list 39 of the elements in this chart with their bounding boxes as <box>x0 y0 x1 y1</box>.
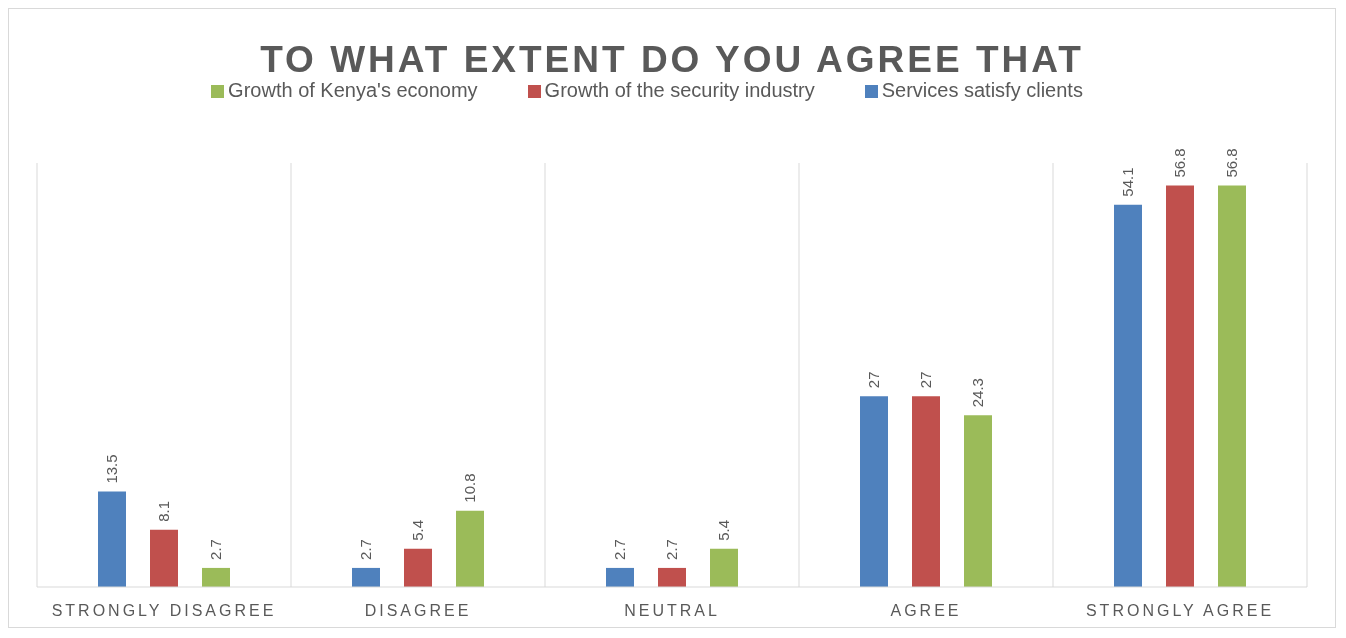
bar <box>1218 185 1246 587</box>
legend-label: Growth of Kenya's economy <box>228 79 478 101</box>
x-tick-label: DISAGREE <box>364 602 472 620</box>
data-label: 54.1 <box>1119 167 1137 197</box>
bar <box>352 567 380 587</box>
data-label: 27 <box>917 371 935 389</box>
bar <box>98 491 126 587</box>
legend-label: Services satisfy clients <box>881 79 1083 101</box>
data-label: 24.3 <box>969 378 987 408</box>
bar <box>710 548 738 587</box>
data-label: 56.8 <box>1171 148 1189 178</box>
data-label: 27 <box>865 371 883 389</box>
bar <box>912 396 940 587</box>
chart-title: TO WHAT EXTENT DO YOU AGREE THAT <box>259 38 1085 80</box>
data-label: 2.7 <box>611 539 629 560</box>
bar <box>202 567 230 587</box>
data-label: 8.1 <box>155 500 173 522</box>
x-tick-label: AGREE <box>890 602 962 620</box>
data-label: 10.8 <box>461 473 479 503</box>
x-tick-label: NEUTRAL <box>624 602 720 620</box>
x-tick-label: STRONGLY AGREE <box>1085 602 1275 620</box>
bar <box>1166 185 1194 587</box>
data-label: 56.8 <box>1223 148 1241 178</box>
data-label: 5.4 <box>715 519 733 541</box>
data-label: 2.7 <box>663 539 681 560</box>
x-tick-label: STRONGLY DISAGREE <box>51 602 277 620</box>
bar <box>404 548 432 587</box>
bar <box>150 529 178 587</box>
bar <box>1114 204 1142 587</box>
data-label: 2.7 <box>207 539 225 560</box>
data-label: 2.7 <box>357 539 375 560</box>
legend-label: Growth of the security industry <box>544 79 815 101</box>
bar <box>964 415 992 587</box>
data-label: 5.4 <box>409 519 427 541</box>
bar <box>860 396 888 587</box>
bar <box>606 567 634 587</box>
bar <box>658 567 686 587</box>
bar <box>456 510 484 587</box>
data-label: 13.5 <box>103 454 121 484</box>
